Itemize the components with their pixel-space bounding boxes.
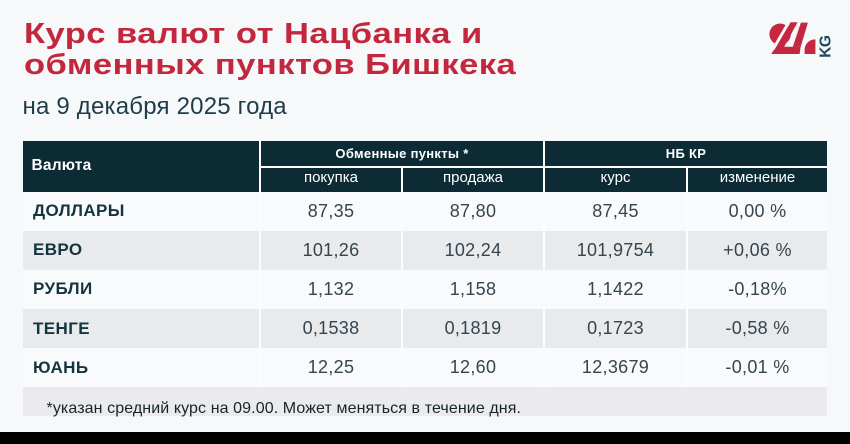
svg-text:KG: KG [818,35,835,58]
